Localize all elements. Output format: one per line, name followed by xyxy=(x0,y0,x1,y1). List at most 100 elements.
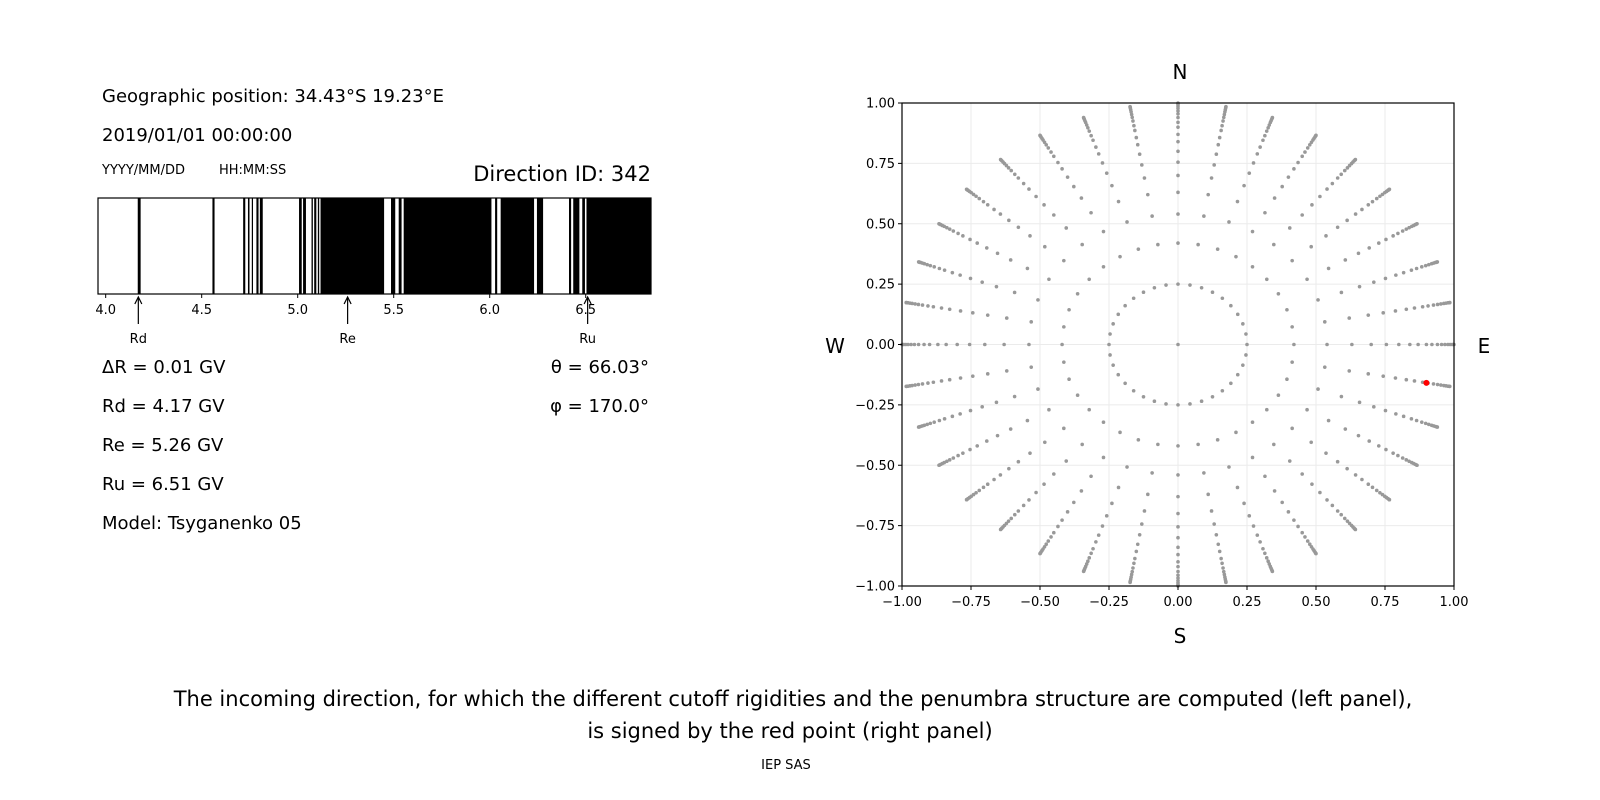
direction-point xyxy=(1430,342,1434,347)
direction-point xyxy=(1060,167,1064,171)
direction-point xyxy=(1286,510,1291,514)
direction-point xyxy=(983,342,987,347)
direction-point xyxy=(1016,509,1021,513)
direction-point xyxy=(1397,342,1401,347)
direction-point xyxy=(1387,187,1392,192)
direction-point xyxy=(1270,115,1275,120)
x-tick-label: 1.00 xyxy=(1440,595,1469,610)
direction-point xyxy=(1072,500,1076,505)
direction-point xyxy=(1049,535,1053,539)
direction-point xyxy=(985,482,990,487)
direction-point xyxy=(968,408,973,413)
direction-point xyxy=(1251,524,1256,528)
direction-point xyxy=(1012,172,1017,177)
direction-point xyxy=(1038,551,1042,556)
direction-point xyxy=(1176,576,1180,580)
direction-point xyxy=(1028,451,1032,455)
direction-point xyxy=(927,342,932,347)
marker-label-rd: Rd xyxy=(130,332,147,347)
direction-point xyxy=(1009,516,1014,521)
geo-position: Geographic position: 34.43°S 19.23°E xyxy=(102,86,444,107)
direction-point xyxy=(1221,569,1226,574)
direction-point xyxy=(1227,220,1231,224)
direction-point xyxy=(1217,549,1222,554)
direction-point xyxy=(970,374,975,378)
direction-point xyxy=(926,304,930,308)
direction-point xyxy=(1176,115,1180,120)
direction-point xyxy=(1047,407,1051,412)
direction-scatter: −1.00−1.00 −0.75 −0.75 −0.50 −0.50 −0.25 −0.25… xyxy=(855,97,1468,611)
direction-point xyxy=(1176,525,1180,529)
direction-point xyxy=(1330,181,1335,186)
direction-point xyxy=(1089,551,1093,556)
direction-point xyxy=(1176,112,1180,116)
direction-point xyxy=(1423,421,1428,426)
direction-point xyxy=(1118,430,1122,435)
direction-point xyxy=(1135,542,1140,547)
direction-point xyxy=(1064,226,1069,230)
direction-point xyxy=(964,187,969,192)
direction-point xyxy=(1087,407,1091,412)
direction-point xyxy=(1150,214,1154,218)
direction-point xyxy=(1324,234,1328,238)
direction-point xyxy=(920,382,925,386)
direction-point xyxy=(1216,542,1221,547)
direction-point xyxy=(1241,363,1245,367)
direction-point xyxy=(937,221,941,226)
direction-point xyxy=(1101,455,1106,460)
direction-point xyxy=(1006,166,1011,170)
direction-point xyxy=(942,417,947,421)
direction-point xyxy=(1065,510,1070,514)
direction-point xyxy=(1021,181,1026,186)
direction-point xyxy=(1357,400,1362,405)
direction-point xyxy=(1133,556,1137,561)
direction-point xyxy=(1221,115,1226,120)
forbidden-stripe xyxy=(495,198,498,294)
direction-point xyxy=(1318,490,1322,495)
direction-point xyxy=(1116,372,1121,377)
direction-point xyxy=(985,372,990,376)
direction-point xyxy=(1356,251,1361,256)
direction-point xyxy=(992,207,996,212)
direction-point xyxy=(1393,309,1398,313)
x-tick-label: 5.0 xyxy=(287,303,308,318)
direction-point xyxy=(1062,325,1066,329)
direction-point xyxy=(1339,172,1344,177)
direction-point xyxy=(1347,316,1352,320)
direction-point xyxy=(1081,569,1086,574)
direction-point xyxy=(1087,129,1092,133)
direction-point xyxy=(920,303,925,307)
direction-point xyxy=(1310,203,1314,207)
y-tick-label: −0.75 xyxy=(855,519,895,534)
direction-point xyxy=(1116,485,1121,490)
direction-point xyxy=(1038,133,1042,138)
direction-point xyxy=(1378,194,1382,199)
forbidden-stripe xyxy=(500,198,535,294)
direction-point xyxy=(1250,420,1255,424)
direction-point xyxy=(1292,518,1296,522)
direction-point xyxy=(995,251,1000,256)
direction-point xyxy=(985,202,990,207)
compass-e: E xyxy=(1478,334,1491,358)
direction-point xyxy=(1335,509,1340,513)
direction-point xyxy=(1028,234,1032,238)
direction-point xyxy=(1414,418,1419,423)
direction-point xyxy=(1316,298,1320,302)
direction-point xyxy=(916,382,921,387)
direction-point xyxy=(1250,265,1255,269)
direction-point xyxy=(916,425,921,429)
direction-point xyxy=(1202,471,1206,475)
direction-point xyxy=(1086,559,1090,564)
direction-point xyxy=(1264,407,1269,412)
forbidden-stripe xyxy=(403,198,492,294)
direction-point xyxy=(1221,566,1225,570)
direction-point xyxy=(1396,231,1400,236)
x-tick-label: 0.00 xyxy=(1164,595,1193,610)
direction-point xyxy=(1280,500,1284,505)
direction-point xyxy=(977,196,982,201)
direction-point xyxy=(1367,246,1372,250)
arrow-head-icon xyxy=(343,295,352,305)
direction-point xyxy=(1245,342,1249,347)
direction-point xyxy=(1255,533,1260,537)
